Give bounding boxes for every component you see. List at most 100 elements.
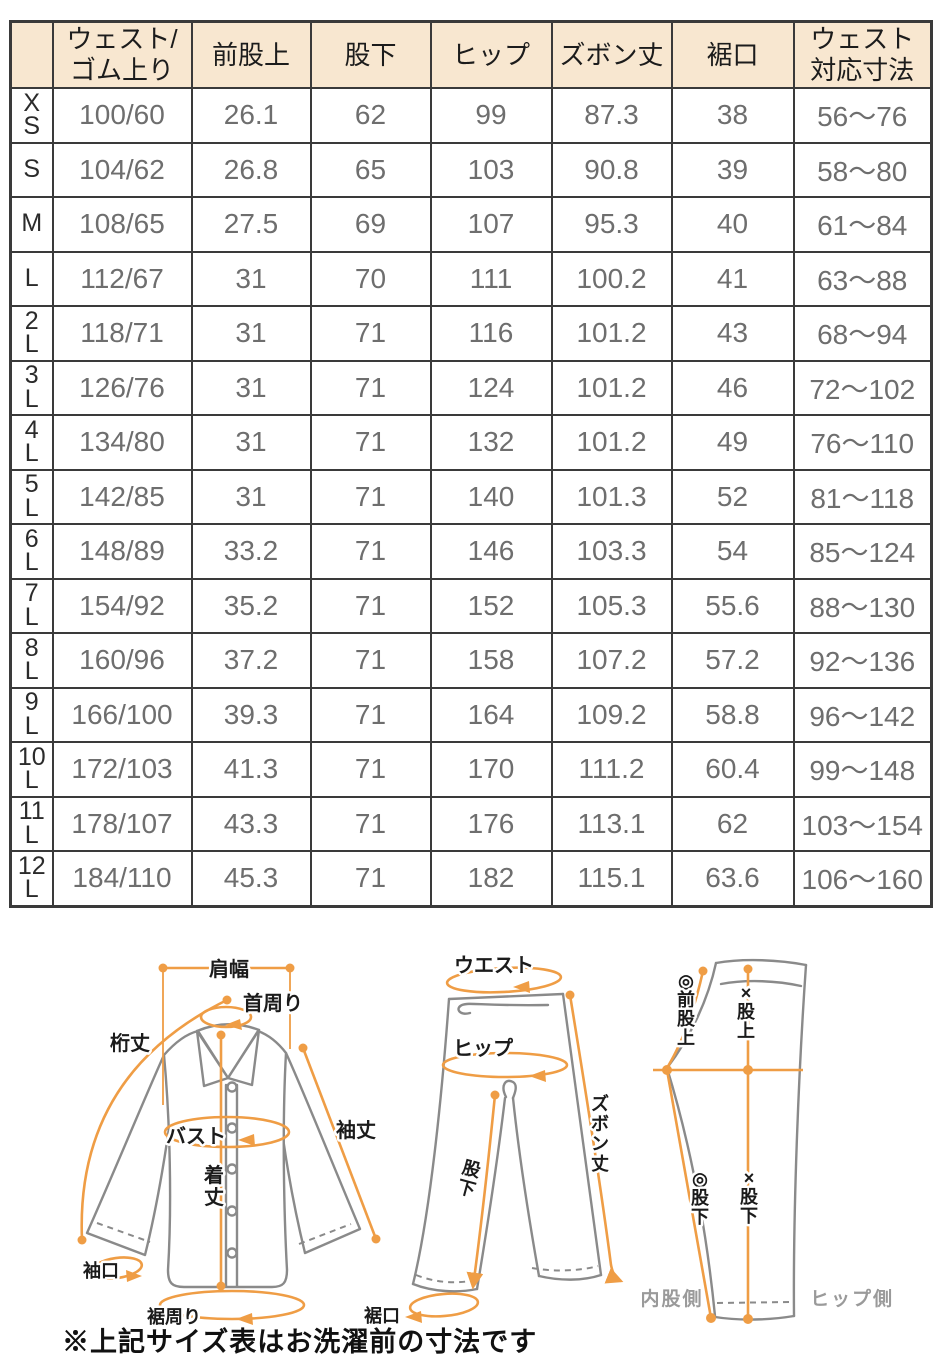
value-cell: 109.2: [550, 686, 673, 743]
size-chart-header: ウェスト/ ゴム上り 前股上 股下 ヒップ ズボン丈 裾口 ウェスト 対応寸法: [9, 20, 933, 89]
side-inner-leg-edge: [665, 1066, 717, 1318]
hem-opening-arrow-icon: [405, 1311, 422, 1323]
label-inseam: 股下: [454, 1157, 484, 1201]
value-cell: 71: [309, 468, 432, 525]
header-front-rise: 前股上: [190, 20, 312, 89]
value-cell: 71: [309, 686, 432, 743]
size-label-cell: X S: [9, 87, 54, 144]
value-cell: 49: [670, 414, 795, 471]
value-cell: 126/76: [51, 359, 193, 416]
table-row: 10 L 172/103 41.3 71 170 111.2 60.4 99〜148: [9, 741, 933, 798]
neck-arrow-icon: [225, 1019, 242, 1030]
side-waist-top: [714, 958, 808, 967]
value-cell: 69: [309, 196, 432, 253]
table-row: 11 L 178/107 43.3 71 176 113.1 62 103〜154: [9, 795, 933, 852]
value-cell: 71: [309, 632, 432, 689]
hem-girth-ellipse: [158, 1289, 306, 1321]
value-cell: 63〜88: [792, 250, 933, 307]
value-cell: 71: [309, 523, 432, 580]
value-cell: 100.2: [550, 250, 673, 307]
table-row: 9 L 166/100 39.3 71 164 109.2 58.8 96〜142: [9, 686, 933, 743]
value-cell: 58〜80: [792, 141, 933, 198]
table-row: L 112/67 31 70 111 100.2 41 63〜88: [9, 250, 933, 307]
value-cell: 41: [670, 250, 795, 307]
value-cell: 31: [190, 468, 312, 525]
label-front-rise: ◎前股上: [676, 971, 696, 1048]
value-cell: 62: [309, 87, 432, 144]
size-label-cell: 2 L: [9, 305, 54, 362]
value-cell: 43: [670, 305, 795, 362]
side-inner-inseam-line: [665, 1069, 713, 1319]
pants-right-outseam: [561, 992, 603, 1277]
size-label-cell: 6 L: [9, 523, 54, 580]
side-front-edge: [665, 961, 718, 1070]
value-cell: 142/85: [51, 468, 193, 525]
value-cell: 71: [309, 414, 432, 471]
value-cell: 101.2: [550, 359, 673, 416]
value-cell: 164: [429, 686, 553, 743]
header-corner-cell: [9, 20, 54, 89]
size-label-cell: 3 L: [9, 359, 54, 416]
value-cell: 103〜154: [792, 795, 933, 852]
label-inseam-outer: ×股下: [739, 1168, 759, 1226]
value-cell: 43.3: [190, 795, 312, 852]
value-cell: 63.6: [670, 850, 795, 907]
sleeve-length-line: [301, 1047, 378, 1240]
value-cell: 103.3: [550, 523, 673, 580]
hem-opening-ellipse: [408, 1292, 480, 1318]
table-row: S 104/62 26.8 65 103 90.8 39 58〜80: [9, 141, 933, 198]
label-cuff-opening: 袖口: [83, 1260, 119, 1281]
side-waistband-line: [719, 979, 803, 988]
size-label-cell: 11 L: [9, 795, 54, 852]
table-row: 4 L 134/80 31 71 132 101.2 49 76〜110: [9, 414, 933, 471]
table-row: 8 L 160/96 37.2 71 158 107.2 57.2 92〜136: [9, 632, 933, 689]
header-hip: ヒップ: [429, 20, 553, 89]
value-cell: 45.3: [190, 850, 312, 907]
value-cell: 61〜84: [792, 196, 933, 253]
value-cell: 182: [429, 850, 553, 907]
value-cell: 71: [309, 359, 432, 416]
header-row: ウェスト/ ゴム上り 前股上 股下 ヒップ ズボン丈 裾口 ウェスト 対応寸法: [9, 20, 933, 89]
value-cell: 52: [670, 468, 795, 525]
value-cell: 31: [190, 414, 312, 471]
size-label-cell: 7 L: [9, 577, 54, 634]
value-cell: 124: [429, 359, 553, 416]
value-cell: 26.8: [190, 141, 312, 198]
value-cell: 65: [309, 141, 432, 198]
value-cell: 104/62: [51, 141, 193, 198]
size-label-cell: 12 L: [9, 850, 54, 907]
pants-fly-curve: [502, 1079, 517, 1100]
value-cell: 170: [429, 741, 553, 798]
hip-ellipse: [441, 1051, 569, 1079]
value-cell: 57.2: [670, 632, 795, 689]
value-cell: 140: [429, 468, 553, 525]
value-cell: 105.3: [550, 577, 673, 634]
value-cell: 95.3: [550, 196, 673, 253]
value-cell: 158: [429, 632, 553, 689]
label-bust: バスト: [166, 1125, 226, 1148]
value-cell: 112/67: [51, 250, 193, 307]
value-cell: 160/96: [51, 632, 193, 689]
value-cell: 68〜94: [792, 305, 933, 362]
value-cell: 58.8: [670, 686, 795, 743]
value-cell: 71: [309, 850, 432, 907]
label-hem-opening: 裾口: [364, 1305, 400, 1326]
header-waist-range: ウェスト 対応寸法: [792, 20, 933, 89]
value-cell: 81〜118: [792, 468, 933, 525]
value-cell: 56〜76: [792, 87, 933, 144]
value-cell: 108/65: [51, 196, 193, 253]
value-cell: 116: [429, 305, 553, 362]
value-cell: 106〜160: [792, 850, 933, 907]
hem-girth-arrow-icon: [236, 1313, 253, 1325]
size-label-cell: M: [9, 196, 54, 253]
value-cell: 152: [429, 577, 553, 634]
value-cell: 71: [309, 741, 432, 798]
value-cell: 60.4: [670, 741, 795, 798]
bust-ellipse: [163, 1115, 291, 1149]
value-cell: 176: [429, 795, 553, 852]
neck-girth-ellipse: [199, 1005, 253, 1029]
value-cell: 178/107: [51, 795, 193, 852]
value-cell: 146: [429, 523, 553, 580]
label-body-length: 着丈: [203, 1163, 224, 1209]
pants-right-hem: [537, 1273, 603, 1281]
